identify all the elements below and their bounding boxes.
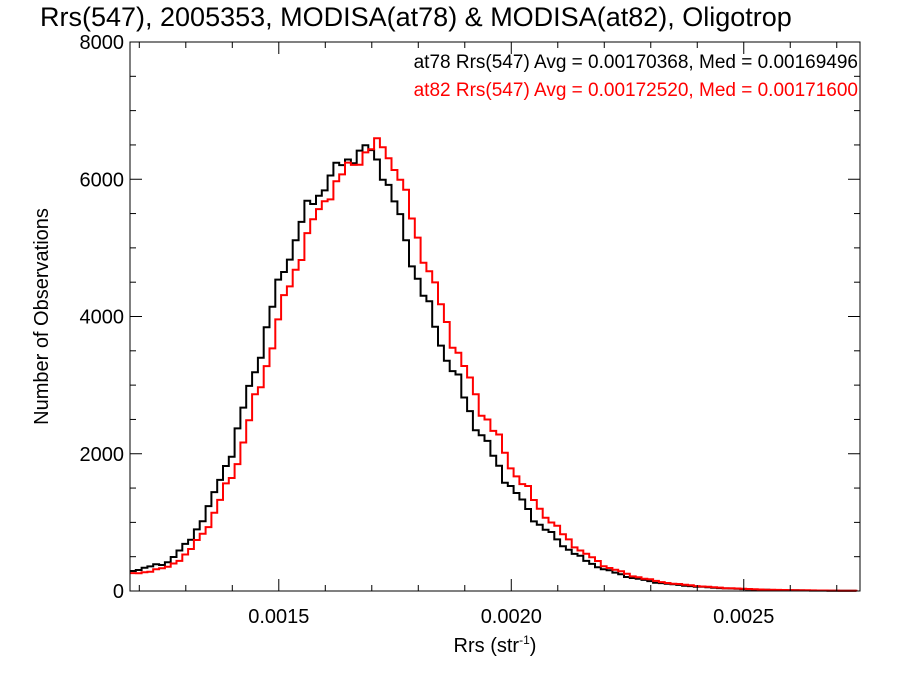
- x-tick-label: 0.0015: [248, 606, 309, 628]
- y-tick-label: 2000: [80, 444, 125, 466]
- x-tick-label: 0.0020: [481, 606, 542, 628]
- legend-entry-at82: at82 Rrs(547) Avg = 0.00172520, Med = 0.…: [414, 80, 858, 101]
- legend-entry-at78: at78 Rrs(547) Avg = 0.00170368, Med = 0.…: [414, 52, 858, 73]
- y-tick-label: 6000: [80, 169, 125, 191]
- y-tick-label: 8000: [80, 32, 125, 54]
- y-tick-label: 4000: [80, 307, 125, 329]
- chart-title: Rrs(547), 2005353, MODISA(at78) & MODISA…: [40, 2, 792, 32]
- x-axis-label: Rrs (str-1): [454, 633, 537, 657]
- x-tick-label: 0.0025: [713, 606, 774, 628]
- series-line-at82: [130, 137, 858, 592]
- y-tick-label: 0: [113, 581, 124, 603]
- series-line-at78: [130, 144, 857, 592]
- plot-frame: [129, 41, 861, 592]
- y-axis-label: Number of Observations: [31, 208, 53, 425]
